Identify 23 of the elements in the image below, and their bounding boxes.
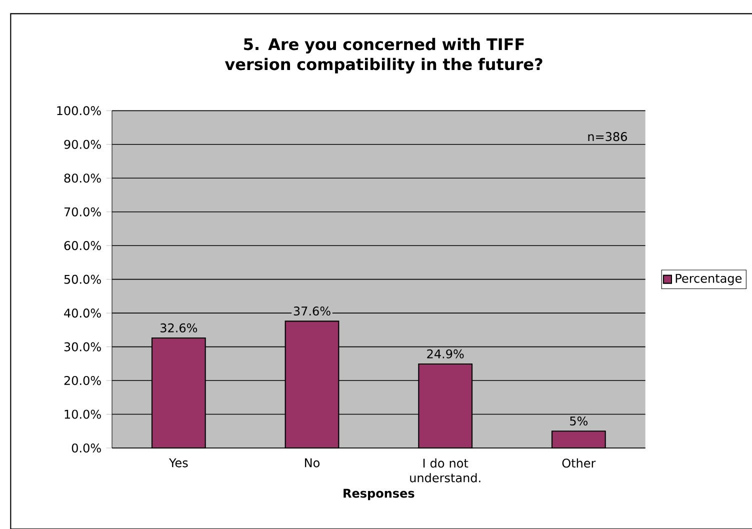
data-label: 37.6% [294, 306, 330, 316]
y-tick-label: 50.0% [64, 274, 101, 284]
x-axis-title: Responses [344, 488, 414, 500]
y-tick-label: 40.0% [64, 308, 101, 318]
chart-title: 5. Are you concerned with TIFF version compatibility in the future? [224, 38, 542, 74]
y-tick-label: 10.0% [64, 410, 101, 419]
data-label: 5% [570, 416, 588, 426]
data-label: 24.9% [427, 349, 464, 358]
y-tick-label: 60.0% [64, 241, 101, 250]
y-tick-label: 80.0% [64, 174, 101, 183]
data-label: 32.6% [160, 323, 198, 332]
y-tick-label: 70.0% [64, 207, 101, 216]
y-tick-label: 90.0% [64, 140, 101, 149]
x-tick-label: Other [562, 458, 596, 468]
legend-label: Percentage [676, 274, 742, 286]
x-tick-label: I do not understand. [410, 458, 480, 482]
y-tick-label: 30.0% [64, 342, 101, 352]
annotation: n=386 [588, 132, 627, 142]
y-tick-label: 0.0% [72, 443, 101, 453]
y-tick-label: 20.0% [64, 376, 101, 386]
y-tick-label: 100.0% [57, 106, 101, 116]
x-tick-label: No [305, 458, 320, 468]
x-tick-label: Yes [168, 458, 188, 468]
